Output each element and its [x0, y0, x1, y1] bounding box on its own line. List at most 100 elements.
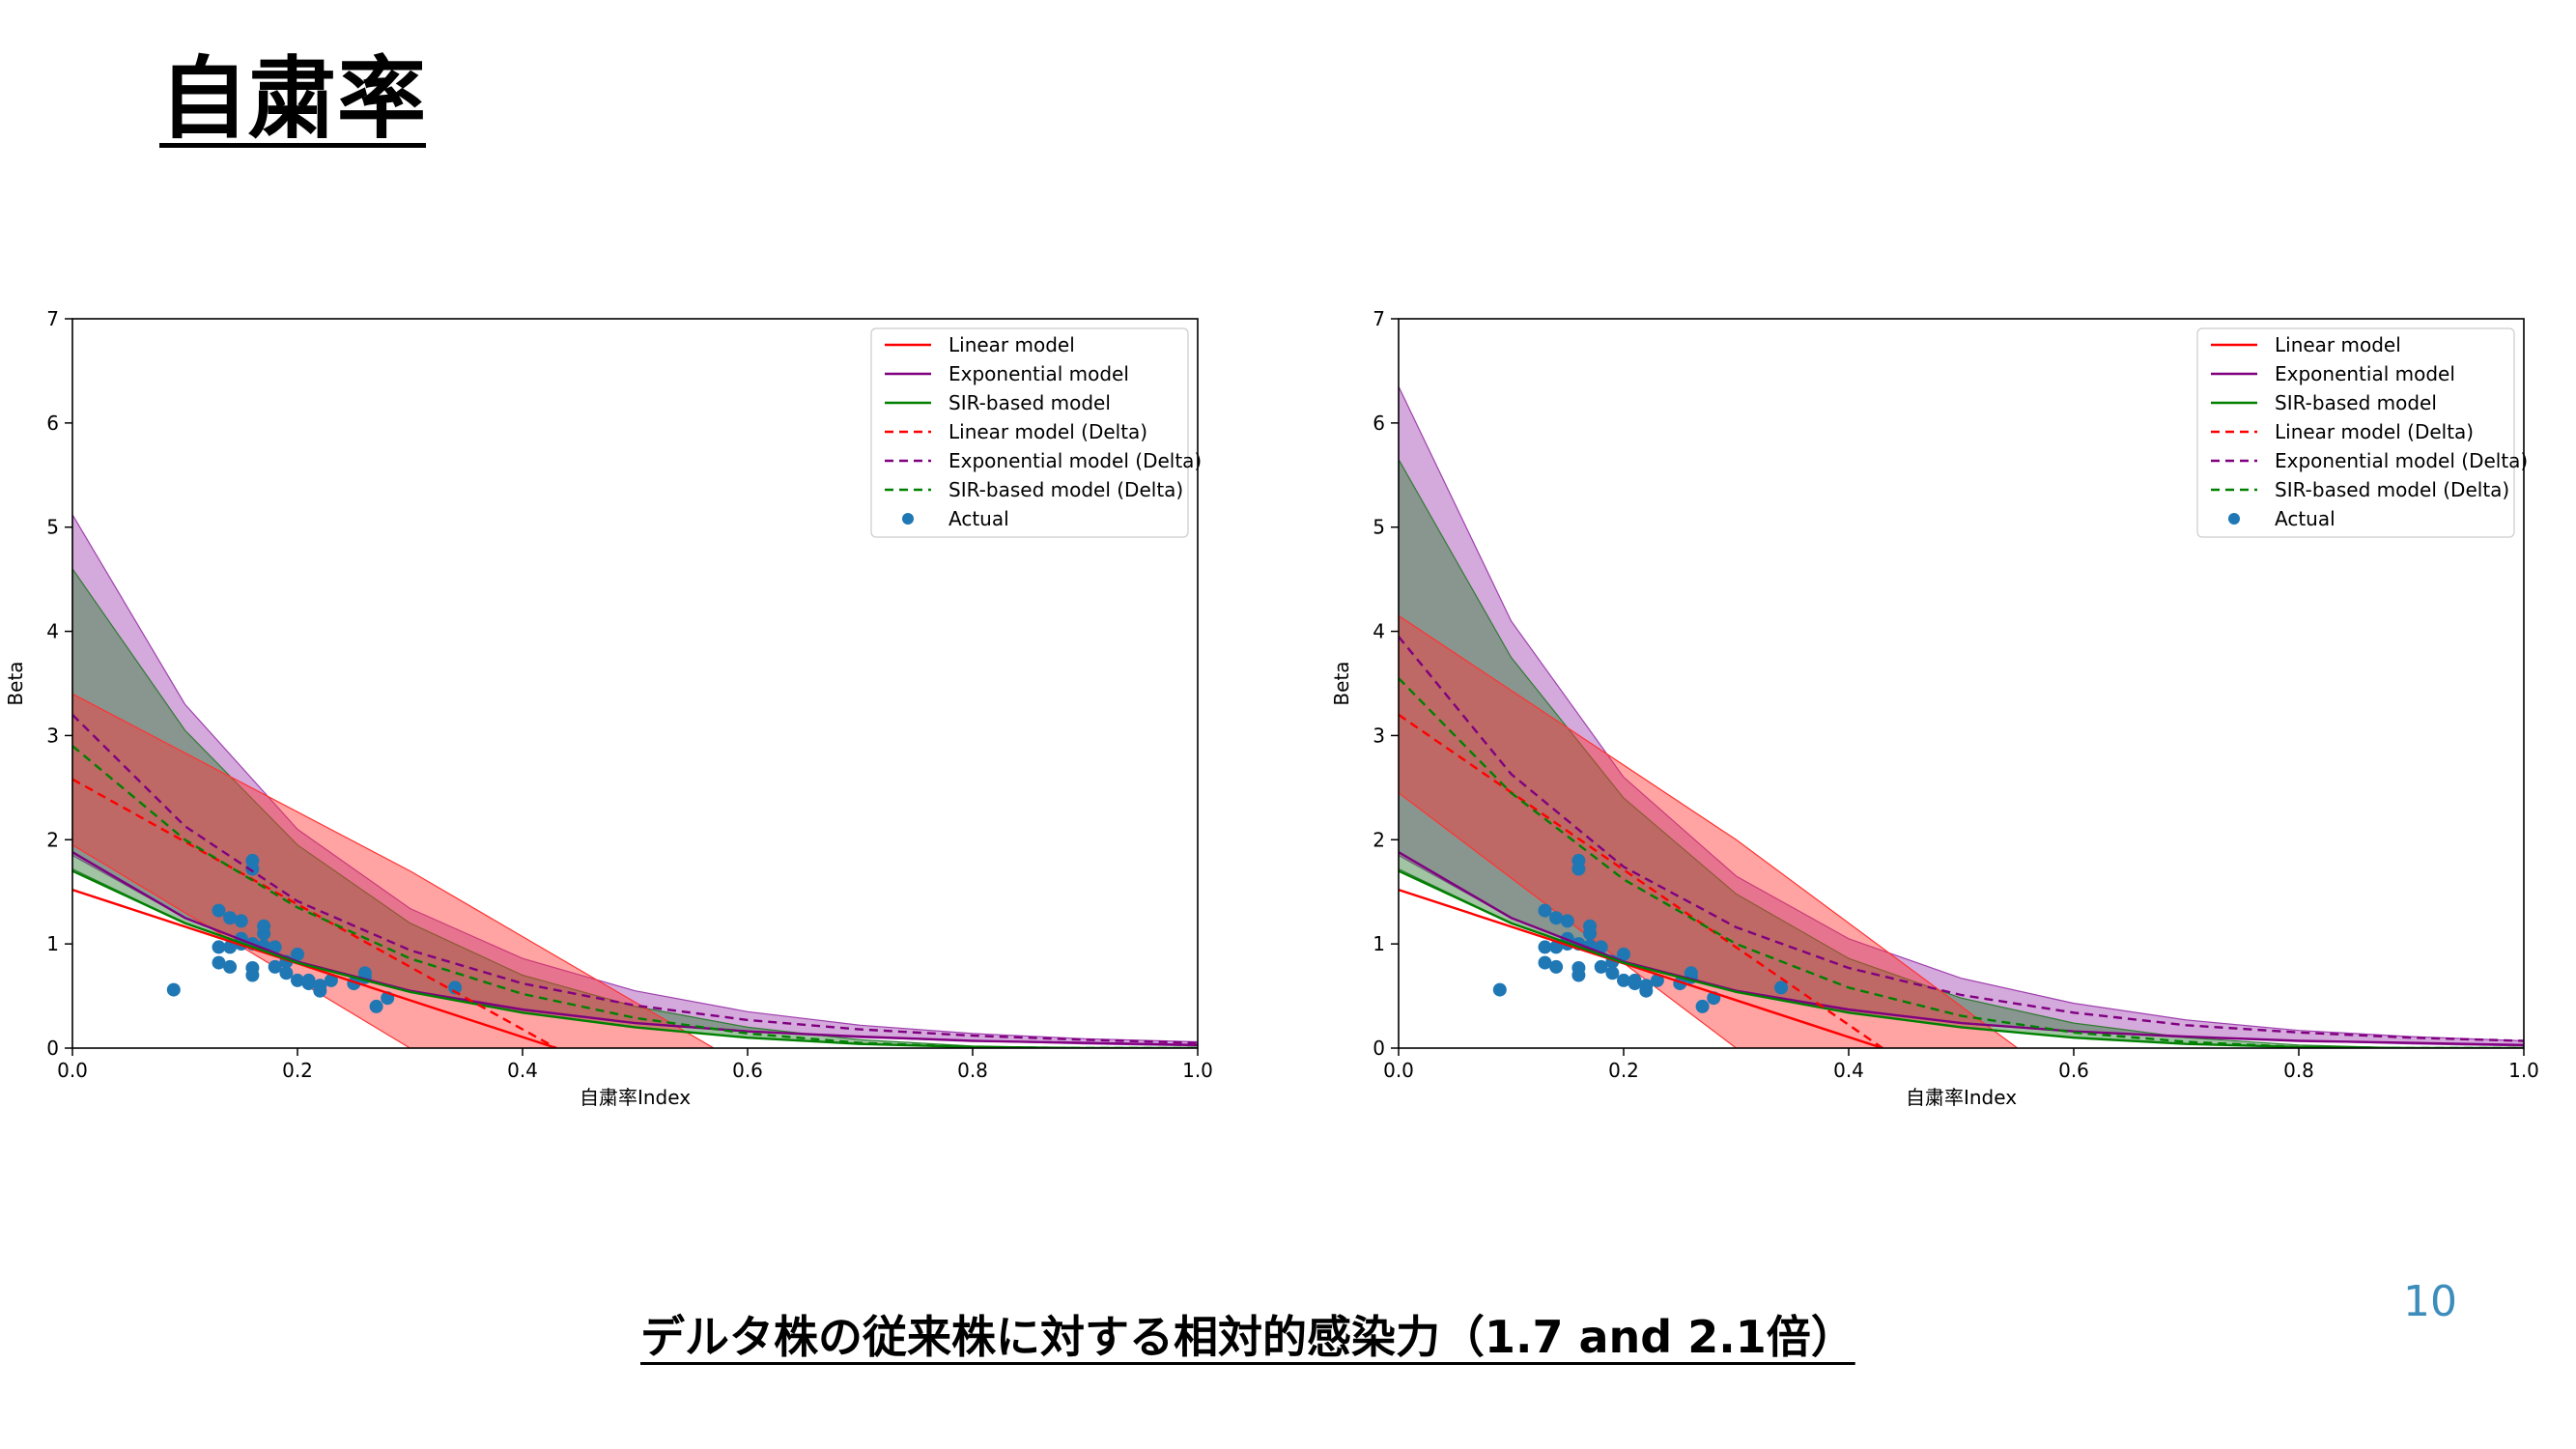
- actual-point: [1617, 973, 1630, 987]
- series-line-exponential-model: [72, 851, 1198, 1046]
- legend-entry: Exponential model (Delta): [2275, 449, 2528, 472]
- confidence-band-exponential-model: [72, 513, 1198, 1047]
- x-tick-label: 0.2: [1608, 1059, 1639, 1082]
- legend-entry: SIR-based model (Delta): [2275, 478, 2509, 501]
- actual-point: [1538, 955, 1552, 970]
- x-axis-label: 自粛率Index: [1906, 1086, 2017, 1109]
- actual-point: [1774, 980, 1789, 995]
- y-tick-label: 4: [46, 620, 59, 643]
- legend: Linear model Exponential model SIR-based m…: [870, 327, 1202, 538]
- actual-point: [1560, 914, 1574, 928]
- actual-point: [1492, 982, 1507, 997]
- actual-point: [324, 973, 338, 987]
- y-tick-label: 0: [1373, 1037, 1385, 1060]
- actual-point: [301, 973, 316, 987]
- series-line-linear-model-delta: [72, 778, 557, 1048]
- actual-point: [234, 914, 248, 928]
- y-tick-label: 6: [1373, 412, 1385, 435]
- x-tick-label: 0.4: [507, 1059, 538, 1082]
- actual-point: [1571, 853, 1586, 867]
- actual-point: [1594, 959, 1608, 974]
- x-tick-label: 0.0: [1383, 1059, 1414, 1082]
- legend-box: [2196, 327, 2515, 538]
- series-line-linear-model: [1399, 888, 1883, 1048]
- chart-left: 0.0 0.2 0.4 0.6 0.8 1.0 0 1 2 3 4 5 6 7 自粛率Index Beta Li…: [4, 307, 1213, 1109]
- y-tick-label: 7: [1373, 307, 1385, 330]
- actual-point: [1571, 961, 1586, 975]
- actual-point: [268, 959, 282, 974]
- x-tick-label: 0.2: [282, 1059, 313, 1082]
- axes-frame: [71, 318, 1199, 1049]
- legend-entry: Linear model (Delta): [948, 420, 1147, 443]
- legend-entry: Linear model: [948, 333, 1075, 356]
- y-axis-label: Beta: [1330, 661, 1353, 705]
- legend-entry: SIR-based model: [2275, 391, 2437, 414]
- actual-point: [1605, 966, 1620, 980]
- y-axis-label: Beta: [4, 661, 27, 705]
- actual-point: [1684, 966, 1698, 980]
- confidence-band-linear-model: [1399, 614, 2019, 1048]
- actual-point: [313, 979, 327, 993]
- confidence-band-linear-model: [72, 693, 716, 1048]
- slide-subtitle: デルタ株の従来株に対する相対的感染力（1.7 and 2.1倍）: [640, 1311, 1855, 1363]
- x-axis-label: 自粛率Index: [580, 1086, 691, 1109]
- page-number: 10: [2403, 1277, 2457, 1326]
- legend-marker-actual: [902, 513, 914, 525]
- y-tick-label: 1: [1373, 932, 1385, 955]
- x-tick-label: 0.8: [2283, 1059, 2314, 1082]
- actual-point: [1639, 979, 1654, 993]
- y-tick-label: 6: [46, 412, 59, 435]
- x-tick-label: 1.0: [2508, 1059, 2539, 1082]
- legend-entry: Linear model (Delta): [2275, 420, 2474, 443]
- actual-point: [448, 980, 463, 995]
- y-tick-label: 2: [1373, 828, 1385, 851]
- x-tick-label: 0.8: [957, 1059, 988, 1082]
- chart-right: 0.0 0.2 0.4 0.6 0.8 1.0 0 1 2 3 4 5 6 7 自粛率Index Beta Li…: [1330, 307, 2539, 1109]
- x-tick-label: 0.0: [57, 1059, 88, 1082]
- series-line-linear-model-delta: [1399, 713, 1883, 1048]
- actual-point: [223, 940, 238, 954]
- actual-point: [291, 947, 304, 961]
- actual-point: [212, 955, 226, 970]
- actual-point: [369, 999, 383, 1013]
- actual-point: [1695, 999, 1710, 1013]
- slide-title: 自粛率: [159, 47, 427, 151]
- series-line-exponential-model-delta: [1399, 636, 2524, 1042]
- plot-area: [72, 513, 1198, 1048]
- y-tick-label: 7: [46, 307, 59, 330]
- actual-point: [291, 973, 304, 987]
- actual-point: [166, 982, 181, 997]
- actual-point: [1549, 911, 1564, 925]
- actual-point: [1617, 947, 1630, 961]
- actual-point: [212, 903, 226, 918]
- actual-point: [245, 853, 260, 867]
- actual-point: [1583, 919, 1598, 933]
- y-tick-label: 5: [1373, 516, 1385, 539]
- legend-entry: Exponential model: [948, 362, 1129, 385]
- legend: Linear model Exponential model SIR-based m…: [2196, 327, 2528, 538]
- x-tick-label: 0.6: [2058, 1059, 2089, 1082]
- x-tick-label: 1.0: [1182, 1059, 1213, 1082]
- axes-frame: [1398, 318, 2525, 1049]
- actual-point: [257, 919, 271, 933]
- legend-entry: Actual: [948, 507, 1009, 530]
- actual-point: [1538, 940, 1552, 954]
- y-tick-label: 2: [46, 828, 59, 851]
- x-tick-label: 0.6: [732, 1059, 763, 1082]
- legend-box: [870, 327, 1189, 538]
- actual-point: [1549, 959, 1564, 974]
- y-tick-label: 0: [46, 1037, 59, 1060]
- legend-entry: Exponential model: [2275, 362, 2455, 385]
- legend-entry: SIR-based model: [948, 391, 1111, 414]
- actual-point: [1628, 973, 1642, 987]
- y-tick-label: 5: [46, 516, 59, 539]
- legend-entry: SIR-based model (Delta): [948, 478, 1183, 501]
- actual-point: [245, 961, 260, 975]
- actual-point: [223, 959, 238, 974]
- y-tick-label: 4: [1373, 620, 1385, 643]
- series-line-exponential-model: [1399, 851, 2524, 1046]
- actual-point: [212, 940, 226, 954]
- actual-point: [1549, 940, 1564, 954]
- legend-marker-actual: [2228, 513, 2240, 525]
- y-tick-label: 3: [46, 724, 59, 747]
